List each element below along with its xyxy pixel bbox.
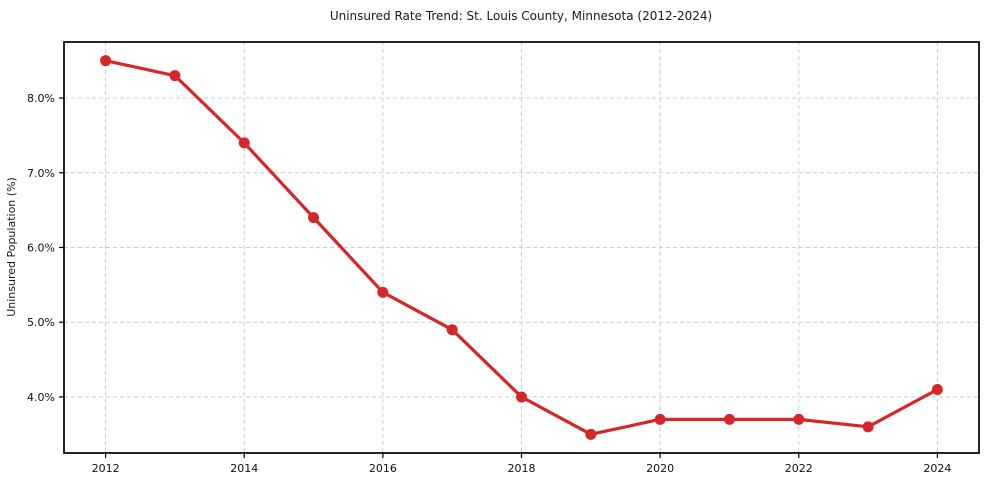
data-point-2018 <box>516 391 527 403</box>
data-point-2023 <box>862 421 874 433</box>
data-point-2020 <box>654 413 666 425</box>
x-tick-label: 2024 <box>923 462 951 475</box>
chart-title: Uninsured Rate Trend: St. Louis County, … <box>330 9 712 23</box>
y-axis-label: Uninsured Population (%) <box>5 177 18 317</box>
data-point-2019 <box>585 428 597 440</box>
y-tick-label: 7.0% <box>27 167 55 180</box>
x-tick-label: 2012 <box>92 462 120 475</box>
y-tick-label: 5.0% <box>27 316 55 329</box>
data-point-2014 <box>238 137 250 149</box>
axes-layer: 2012 2014 2016 2018 2020 2022 2024 4.0% 5.0% 6.0%… <box>27 41 980 475</box>
y-tick-label: 4.0% <box>27 391 55 404</box>
y-tick-label: 6.0% <box>27 242 55 255</box>
data-point-2016 <box>377 286 389 298</box>
data-point-2021 <box>723 413 735 425</box>
x-tick-label: 2014 <box>230 462 258 475</box>
gridlines-layer <box>64 42 979 453</box>
data-point-2017 <box>446 324 458 336</box>
y-tick-label: 8.0% <box>27 92 55 105</box>
x-tick-label: 2022 <box>785 462 813 475</box>
x-tick-label: 2020 <box>646 462 674 475</box>
data-point-2024 <box>931 383 943 395</box>
data-point-2015 <box>308 212 320 224</box>
x-tick-label: 2018 <box>508 462 536 475</box>
data-point-2012 <box>100 55 112 67</box>
data-point-2013 <box>169 70 181 82</box>
x-tick-label: 2016 <box>369 462 397 475</box>
series-layer <box>100 55 943 440</box>
data-point-2022 <box>793 413 805 425</box>
